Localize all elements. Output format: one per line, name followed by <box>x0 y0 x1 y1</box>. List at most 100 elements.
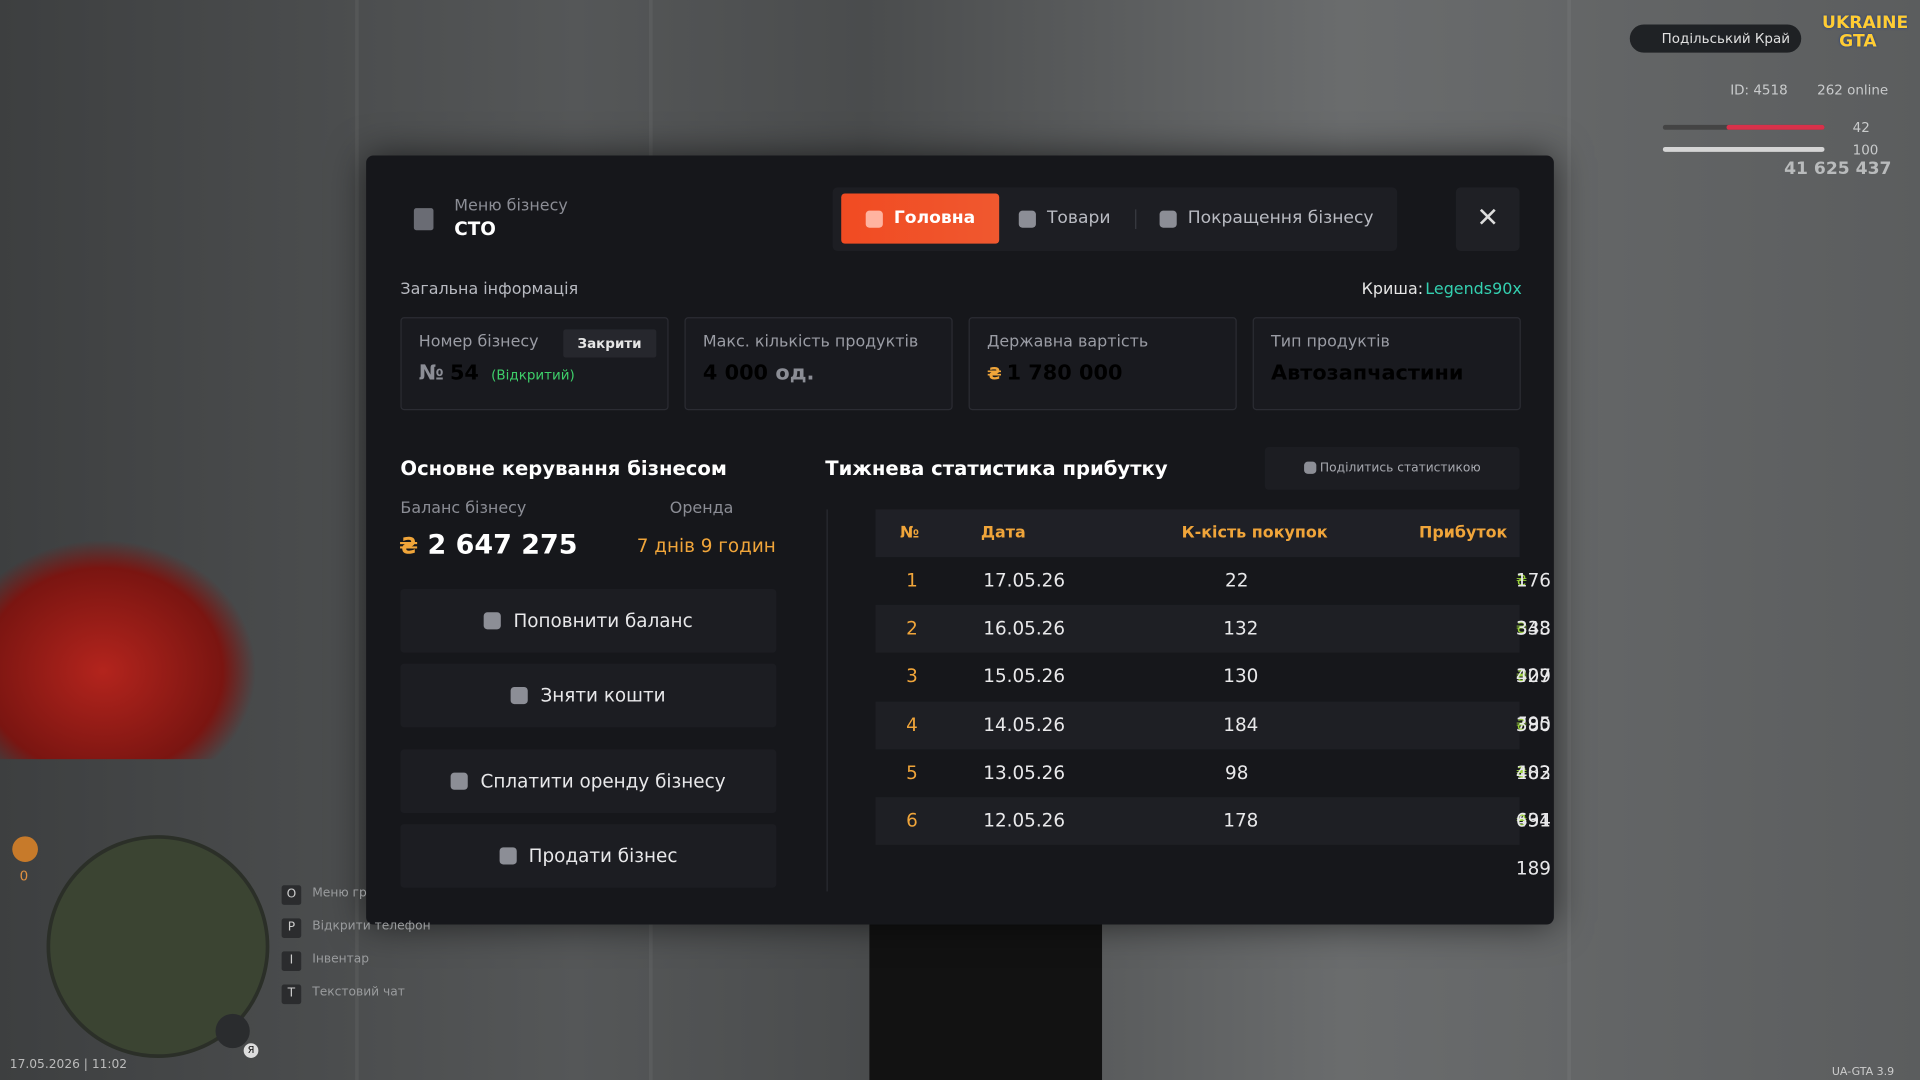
armor-value: 100 <box>1852 142 1879 158</box>
health-bar <box>1662 124 1825 130</box>
row-number: 3 <box>906 665 918 688</box>
hint-key: T <box>281 984 302 1005</box>
row-date: 17.05.26 <box>983 569 1066 592</box>
row-currency: ₴ <box>1515 571 1528 589</box>
table-row: 2 16.05.26 132 ₴ 338 307 <box>875 605 1551 687</box>
row-profit-value: 176 843 <box>1515 569 1551 640</box>
player-legs <box>869 924 1103 1080</box>
row-profit-value: 403 431 <box>1515 761 1551 832</box>
table-row: 1 17.05.26 22 ₴ 176 843 <box>876 557 1551 639</box>
tab-separator <box>1135 209 1137 229</box>
balance-label: Баланс бізнесу <box>400 499 527 518</box>
wall-seam <box>355 0 359 1080</box>
logo: UKRAINE GTA <box>1822 13 1909 52</box>
row-number: 6 <box>906 809 918 832</box>
close-button[interactable]: ✕ <box>1455 187 1520 252</box>
row-profit-value: 694 189 <box>1515 809 1551 880</box>
card-value: ₴ 1 780 000 <box>987 361 1123 385</box>
hint-key: I <box>281 951 302 972</box>
tab-icon <box>1159 210 1177 228</box>
card-label: Номер бізнесу <box>418 333 539 352</box>
card-value: Автозапчастини <box>1271 361 1463 385</box>
row-currency: ₴ <box>1515 811 1528 829</box>
row-purchases: 22 <box>1225 569 1249 592</box>
info-card: Тип продуктів Автозапчастини <box>1252 317 1521 411</box>
hint-label: Текстовий чат <box>312 985 405 1000</box>
column-header: К-кість покупок <box>1181 524 1328 543</box>
tab[interactable]: Головна <box>841 193 1000 244</box>
tab-label: Покращення бізнесу <box>1187 208 1374 228</box>
datetime: 17.05.2026 | 11:02 <box>9 1057 128 1072</box>
server-badge: Подільський Край <box>1629 24 1802 53</box>
hint-key: P <box>281 918 302 938</box>
wanted-icon <box>12 836 38 863</box>
row-number: 5 <box>906 761 918 784</box>
row-purchases: 132 <box>1223 617 1259 640</box>
money: 41 625 437 <box>1784 159 1892 179</box>
hint-label: Інвентар <box>312 952 370 967</box>
row-profit-value: 338 307 <box>1515 617 1551 688</box>
column-header: Дата <box>980 524 1026 543</box>
share-label: Поділитись статистикою <box>1319 461 1481 476</box>
card-button[interactable]: Закрити <box>562 329 657 358</box>
info-card: Макс. кількість продуктів 4 000 од. <box>684 317 953 411</box>
rent-value: 7 днів 9 годин <box>636 535 776 558</box>
tab[interactable]: Покращення бізнесу <box>1155 193 1398 243</box>
button-icon <box>451 772 469 790</box>
button-label: Сплатити оренду бізнесу <box>480 770 726 793</box>
hint-label: Відкрити телефон <box>312 919 431 934</box>
table-header: № Дата К-кість покупок Прибуток <box>875 509 1520 558</box>
row-number: 4 <box>906 713 918 736</box>
mic-icon <box>215 1013 250 1049</box>
row-purchases: 98 <box>1225 761 1249 784</box>
action-button[interactable]: Сплатити оренду бізнесу <box>400 749 777 814</box>
mic-key: Я <box>243 1043 259 1058</box>
wall-seam <box>1567 0 1572 1080</box>
row-currency: ₴ <box>1515 667 1528 685</box>
button-icon <box>499 847 517 865</box>
row-currency: ₴ <box>1515 715 1528 733</box>
card-value-text: Автозапчастини <box>1271 361 1464 386</box>
stats-title: Тижнева статистика прибутку <box>825 456 1168 480</box>
rent-label: Оренда <box>669 499 734 518</box>
logo-line: UKRAINE <box>1822 13 1909 34</box>
row-profit-value: 380 182 <box>1515 713 1551 784</box>
card-prefix: № <box>418 361 444 386</box>
action-button[interactable]: Продати бізнес <box>400 824 777 888</box>
business-icon <box>413 208 434 231</box>
tab-label: Головна <box>893 208 976 228</box>
card-currency: ₴ <box>986 364 1002 385</box>
table-row: 4 14.05.26 184 ₴ 380 182 <box>875 701 1551 783</box>
balance: ₴ 2 647 275 <box>399 530 577 561</box>
action-button[interactable]: Поповнити баланс <box>400 588 777 653</box>
share-button[interactable]: Поділитись статистикою <box>1264 446 1520 490</box>
roof-label: Криша: <box>1361 280 1424 299</box>
action-button[interactable]: Зняти кошти <box>400 663 777 728</box>
player-id: ID: 4518 <box>1730 82 1788 98</box>
logo-line: GTA <box>1839 31 1877 52</box>
tab[interactable]: Товари <box>1014 193 1135 243</box>
button-icon <box>484 612 502 630</box>
card-label: Макс. кількість продуктів <box>702 333 919 352</box>
divider <box>826 509 828 892</box>
card-label: Державна вартість <box>986 333 1149 352</box>
button-label: Зняти кошти <box>540 684 666 707</box>
tab-icon <box>865 210 883 228</box>
table-row: 5 13.05.26 98 ₴ 403 431 <box>876 749 1551 831</box>
row-number: 1 <box>906 569 918 592</box>
column-header: № <box>900 524 920 543</box>
row-number: 2 <box>906 617 918 640</box>
control-title: Основне керування бізнесом <box>400 456 727 480</box>
row-date: 14.05.26 <box>983 713 1066 736</box>
tab-label: Товари <box>1046 208 1111 228</box>
currency: ₴ <box>399 533 419 560</box>
row-currency: ₴ <box>1515 619 1528 637</box>
hint-key: O <box>281 885 302 905</box>
row-purchases: 130 <box>1223 665 1259 688</box>
tab-icon <box>1018 210 1036 228</box>
row-date: 15.05.26 <box>983 665 1066 688</box>
card-value-text: 1 780 000 <box>1006 361 1123 386</box>
row-date: 16.05.26 <box>983 617 1066 640</box>
info-card: Державна вартість ₴ 1 780 000 <box>968 317 1237 411</box>
health-value: 42 <box>1852 120 1870 136</box>
